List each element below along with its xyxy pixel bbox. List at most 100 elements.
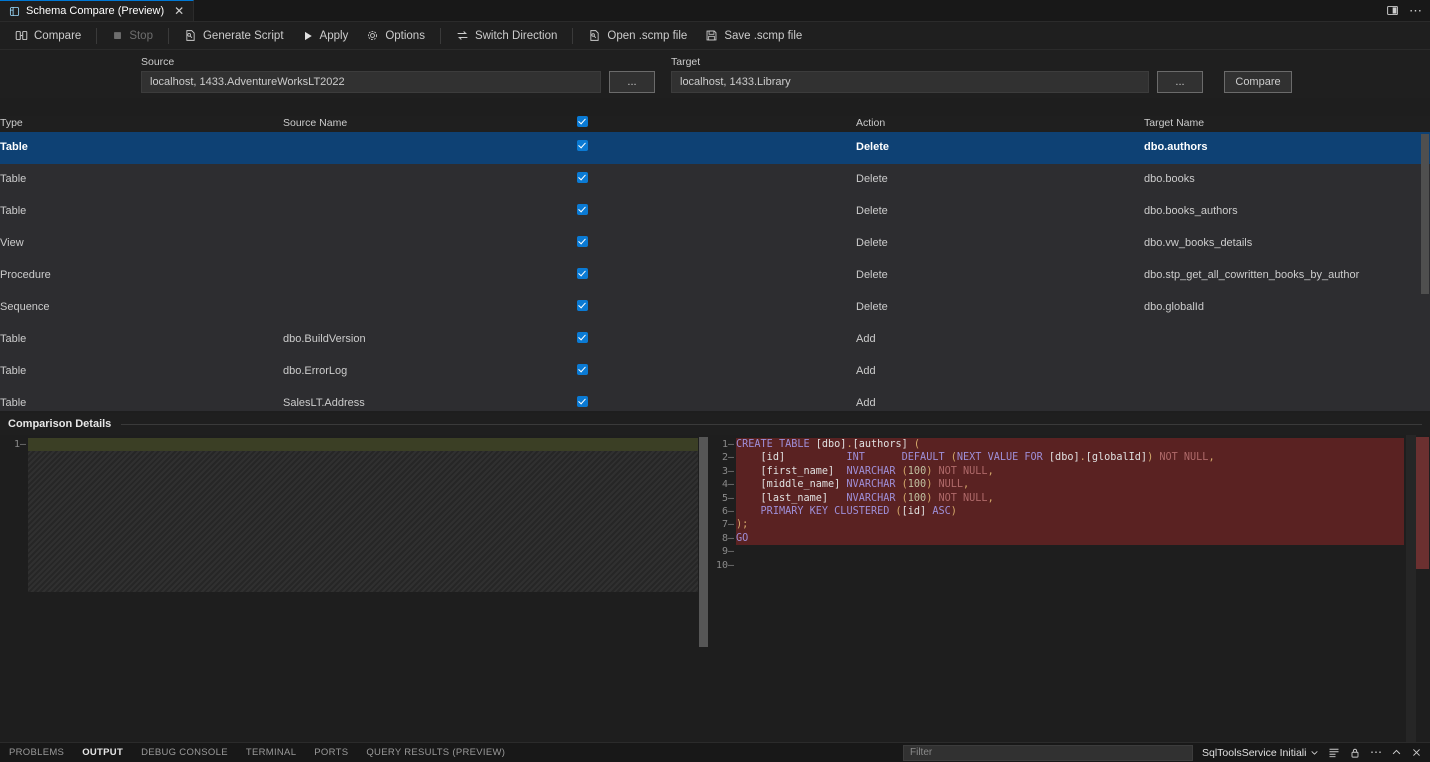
chevron-down-icon xyxy=(1310,748,1319,757)
compare-icon xyxy=(15,29,28,42)
panel-tab-debug-console[interactable]: DEBUG CONSOLE xyxy=(141,747,228,758)
cell-type: Table xyxy=(0,333,27,345)
left-pane-scrollbar-thumb[interactable] xyxy=(699,437,708,647)
line-number: 6– xyxy=(721,505,734,517)
cell-type: Table xyxy=(0,397,27,409)
row-checkbox[interactable] xyxy=(577,364,588,375)
target-group: Target localhost, 1433.Library ... Compa… xyxy=(671,56,1292,93)
row-checkbox[interactable] xyxy=(577,396,588,407)
generate-script-icon xyxy=(184,29,197,42)
left-pane-scrollbar[interactable] xyxy=(699,435,708,742)
diff-pane-source[interactable]: 1– xyxy=(0,435,710,742)
panel-actions: Filter SqlToolsService Initializ ⋯ xyxy=(903,744,1430,761)
line-number: 3– xyxy=(721,465,734,477)
source-input[interactable]: localhost, 1433.AdventureWorksLT2022 xyxy=(141,71,601,93)
right-pane-scrollbar[interactable] xyxy=(1406,435,1416,742)
row-checkbox[interactable] xyxy=(577,300,588,311)
open-scmp-label: Open .scmp file xyxy=(607,29,688,42)
code-line: PRIMARY KEY CLUSTERED ([id] ASC) xyxy=(736,504,1404,519)
code-line: [last_name] NVARCHAR (100) NOT NULL, xyxy=(736,491,1404,505)
schema-diff-table: Type Source Name Action Target Name Tabl… xyxy=(0,116,1430,411)
open-scmp-button[interactable]: Open .scmp file xyxy=(579,25,696,47)
cell-type: Table xyxy=(0,173,27,185)
cell-action: Delete xyxy=(856,237,888,249)
clear-output-icon[interactable] xyxy=(1328,747,1340,759)
schema-compare-toolbar: Compare Stop Generate Script Apply Optio… xyxy=(0,22,1430,50)
column-header-type[interactable]: Type xyxy=(0,117,23,129)
panel-tab-output[interactable]: OUTPUT xyxy=(73,743,132,762)
source-label: Source xyxy=(141,56,175,68)
lock-icon[interactable] xyxy=(1349,747,1361,759)
panel-tab-problems[interactable]: PROBLEMS xyxy=(9,747,65,758)
row-checkbox[interactable] xyxy=(577,268,588,279)
apply-button-label: Apply xyxy=(319,29,349,42)
table-row[interactable]: Sequence Delete dbo.globalId xyxy=(0,292,1430,324)
more-actions-icon[interactable]: ⋯ xyxy=(1409,2,1422,18)
save-scmp-button[interactable]: Save .scmp file xyxy=(696,25,811,47)
switch-direction-button[interactable]: Switch Direction xyxy=(447,25,566,47)
panel-tab-terminal[interactable]: TERMINAL xyxy=(245,747,297,758)
table-row[interactable]: View Delete dbo.vw_books_details xyxy=(0,228,1430,260)
cell-action: Add xyxy=(856,397,876,409)
column-header-target-name[interactable]: Target Name xyxy=(1144,117,1205,129)
close-icon[interactable]: ✕ xyxy=(174,4,185,18)
line-number: 9– xyxy=(721,546,734,558)
line-number: 4– xyxy=(721,479,734,491)
column-header-action[interactable]: Action xyxy=(856,117,886,129)
table-row[interactable]: Table Delete dbo.books xyxy=(0,164,1430,196)
row-checkbox[interactable] xyxy=(577,332,588,343)
code-line: [id] INT DEFAULT (NEXT VALUE FOR [dbo].[… xyxy=(736,451,1404,465)
editor-actions: ⋯ xyxy=(1386,0,1430,21)
generate-script-button[interactable]: Generate Script xyxy=(175,25,293,47)
target-browse-button[interactable]: ... xyxy=(1157,71,1203,93)
row-checkbox[interactable] xyxy=(577,172,588,183)
panel-tab-query-results-preview[interactable]: QUERY RESULTS (PREVIEW) xyxy=(366,747,506,758)
cell-action: Delete xyxy=(856,205,888,217)
column-header-source-name[interactable]: Source Name xyxy=(283,117,348,129)
connection-bar: Source localhost, 1433.AdventureWorksLT2… xyxy=(0,50,1430,98)
diff-overview-ruler[interactable] xyxy=(1416,435,1430,742)
cell-action: Delete xyxy=(856,269,888,281)
target-label: Target xyxy=(671,56,701,68)
output-channel-select[interactable]: SqlToolsService Initializ xyxy=(1202,747,1319,759)
compare-action-button[interactable]: Compare xyxy=(1224,71,1292,93)
select-all-checkbox[interactable] xyxy=(577,116,588,127)
table-row[interactable]: Table dbo.ErrorLog Add xyxy=(0,356,1430,388)
target-input[interactable]: localhost, 1433.Library xyxy=(671,71,1149,93)
close-panel-icon[interactable] xyxy=(1411,747,1422,758)
output-channel-label: SqlToolsService Initializ xyxy=(1202,746,1306,759)
panel-more-icon[interactable]: ⋯ xyxy=(1370,745,1382,759)
options-button-label: Options xyxy=(385,29,425,42)
generate-script-label: Generate Script xyxy=(202,29,284,42)
table-scrollbar[interactable] xyxy=(1420,132,1430,411)
row-checkbox[interactable] xyxy=(577,236,588,247)
table-row[interactable]: Procedure Delete dbo.stp_get_all_cowritten… xyxy=(0,260,1430,292)
apply-button[interactable]: Apply xyxy=(293,25,358,47)
diff-pane-target[interactable]: 1– 2– 3– 4– 5– 6– 7– 8– 9– 10– CREATE TABLE [dbo]… xyxy=(712,435,1430,742)
filter-input[interactable]: Filter xyxy=(903,744,1193,761)
sql-code-content[interactable]: CREATE TABLE [dbo].[authors] ( [id] INT … xyxy=(736,438,1404,572)
row-checkbox[interactable] xyxy=(577,204,588,215)
maximize-panel-icon[interactable] xyxy=(1391,747,1402,758)
toolbar-divider xyxy=(439,27,441,44)
table-row[interactable]: Table Delete dbo.books_authors xyxy=(0,196,1430,228)
compare-button[interactable]: Compare xyxy=(6,25,90,47)
line-number-gutter-right: 1– 2– 3– 4– 5– 6– 7– 8– 9– 10– xyxy=(712,435,736,742)
tab-schema-compare[interactable]: Schema Compare (Preview) ✕ xyxy=(0,0,195,21)
code-line: CREATE TABLE [dbo].[authors] ( xyxy=(736,438,1404,452)
source-browse-button[interactable]: ... xyxy=(609,71,655,93)
schema-compare-icon xyxy=(9,6,20,17)
toolbar-divider xyxy=(572,27,574,44)
stop-button[interactable]: Stop xyxy=(103,25,162,47)
cell-type: Table xyxy=(0,205,27,217)
options-button[interactable]: Options xyxy=(357,25,434,47)
table-row[interactable]: Table SalesLT.Address Add xyxy=(0,388,1430,411)
save-icon xyxy=(705,29,718,42)
cell-target-name: dbo.globalId xyxy=(1144,301,1204,313)
row-checkbox[interactable] xyxy=(577,140,588,151)
panel-tab-ports[interactable]: PORTS xyxy=(314,747,349,758)
table-row[interactable]: Table dbo.BuildVersion Add xyxy=(0,324,1430,356)
split-editor-icon[interactable] xyxy=(1386,4,1399,17)
table-row[interactable]: Table Delete dbo.authors xyxy=(0,132,1430,164)
table-scrollbar-thumb[interactable] xyxy=(1421,134,1429,294)
